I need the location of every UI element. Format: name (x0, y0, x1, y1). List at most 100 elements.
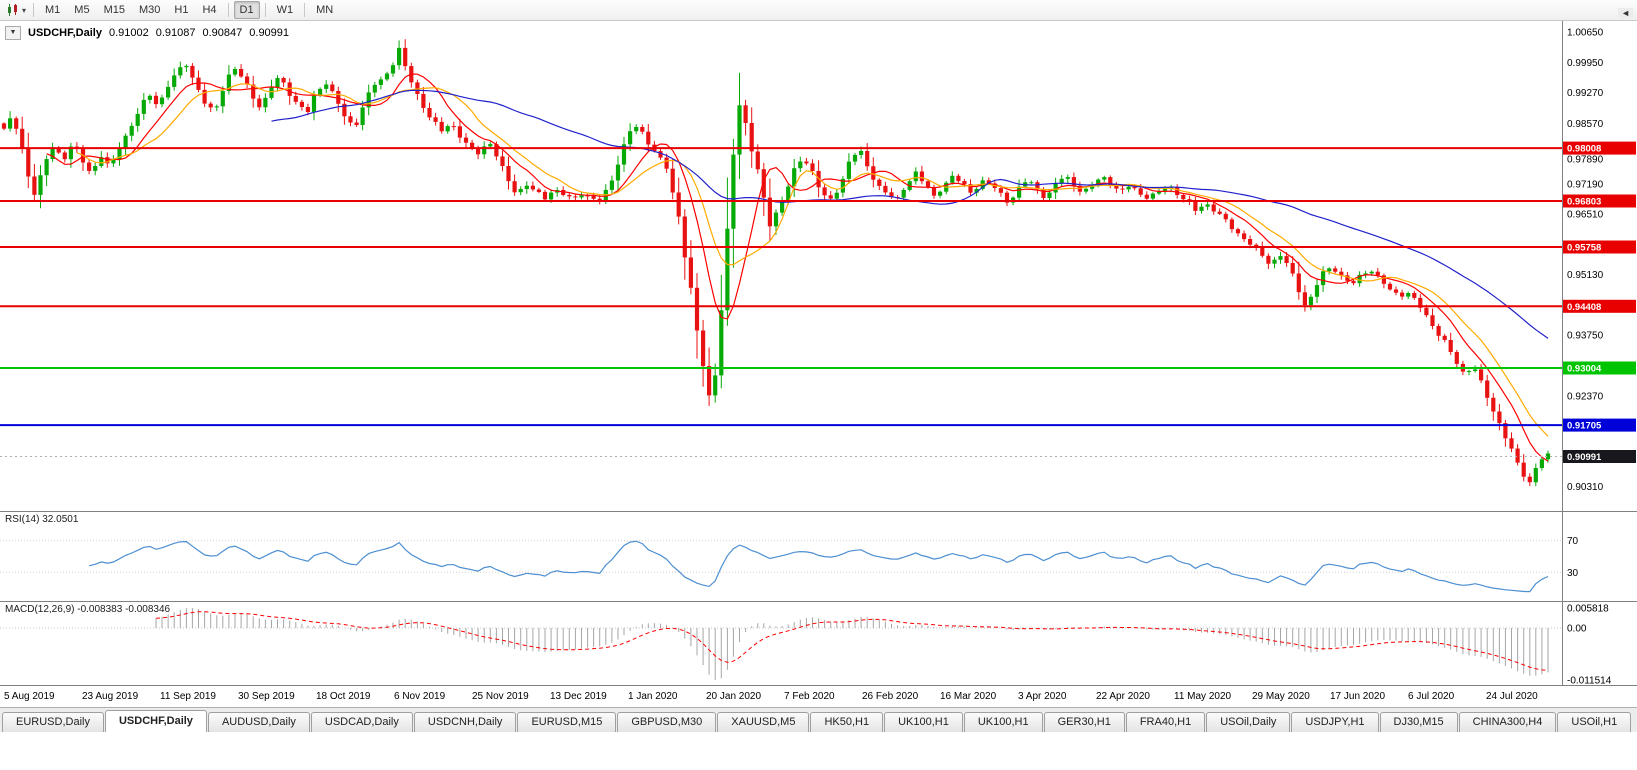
macd-axis-label: 0.005818 (1567, 604, 1609, 615)
timeframe-toolbar: ▾ M1 M5 M15 M30 H1 H4 D1 W1 MN (0, 0, 1637, 21)
price-badge-0.96803 (1563, 194, 1636, 208)
chart-tab-china300-h4[interactable]: CHINA300,H4 (1458, 712, 1557, 732)
chart-type-icon[interactable] (5, 3, 21, 17)
timeframe-button-d1[interactable]: D1 (233, 1, 260, 19)
price-badge-0.90991 (1563, 450, 1636, 463)
price-axis-label: 0.93750 (1567, 331, 1604, 342)
date-label: 13 Dec 2019 (550, 691, 607, 702)
date-label: 30 Sep 2019 (238, 691, 295, 702)
date-label: 26 Feb 2020 (862, 691, 919, 702)
macd-pane-label: MACD(12,26,9) -0.008383 -0.008346 (5, 604, 171, 615)
price-axis-label: 0.98570 (1567, 119, 1604, 130)
candlestick-series (1, 39, 1551, 487)
price-badge-0.91705 (1563, 418, 1636, 432)
price-axis-label: 0.99950 (1567, 58, 1604, 69)
price-axis-label: 0.96510 (1567, 209, 1604, 220)
toolbar-separator (33, 3, 35, 17)
chart-tab-usdchf-daily[interactable]: USDCHF,Daily (104, 710, 207, 732)
toolbar-separator (304, 3, 306, 17)
timeframe-button-m30[interactable]: M30 (138, 4, 161, 16)
date-label: 5 Aug 2019 (4, 691, 55, 702)
time-axis[interactable]: 5 Aug 2019 23 Aug 2019 11 Sep 2019 30 Sep 2… (0, 686, 1562, 707)
chart-tab-fra40-h1[interactable]: FRA40,H1 (1125, 712, 1206, 732)
date-label: 11 Sep 2019 (160, 691, 216, 702)
date-label: 23 Aug 2019 (82, 691, 139, 702)
chart-tab-ger30-h1[interactable]: GER30,H1 (1043, 712, 1125, 732)
chart-tab-usoil-daily[interactable]: USOil,Daily (1206, 712, 1291, 732)
chart-title: USDCHF,Daily (28, 27, 102, 39)
chart-tab-usoil-h1[interactable]: USOil,H1 (1557, 712, 1632, 732)
chart-tab-eurusd-daily[interactable]: EURUSD,Daily (2, 712, 104, 732)
macd-axis-label: 0.00 (1567, 624, 1587, 635)
tab-scroll-left-icon[interactable]: ◄ (1618, 8, 1633, 18)
chart-tab-xauusd-m5[interactable]: XAUUSD,M5 (717, 712, 810, 732)
price-badge-text: 0.90991 (1567, 452, 1602, 463)
date-label: 22 Apr 2020 (1096, 691, 1150, 702)
chart-header: ▼ USDCHF,Daily 0.91002 0.91087 0.90847 0… (5, 26, 289, 40)
timeframe-button-w1[interactable]: W1 (276, 4, 294, 16)
chart-tab-hk50-h1[interactable]: HK50,H1 (810, 712, 884, 732)
price-axis-label: 0.97190 (1567, 180, 1604, 191)
chart-tab-usdcnh-daily[interactable]: USDCNH,Daily (413, 712, 517, 732)
chart-tab-usdcad-daily[interactable]: USDCAD,Daily (310, 712, 413, 732)
price-axis-label: 0.97890 (1567, 155, 1604, 166)
chart-tab-dj30-m15[interactable]: DJ30,M15 (1379, 712, 1458, 732)
price-axis-label: 1.00650 (1567, 28, 1604, 39)
price-axis-label: 0.92370 (1567, 391, 1604, 402)
chart-tab-gbpusd-m30[interactable]: GBPUSD,M30 (617, 712, 717, 732)
price-axis-label: 0.99270 (1567, 88, 1604, 99)
toolbar-separator (227, 3, 229, 17)
price-axis[interactable]: 1.00650 0.99950 0.99270 0.98570 0.97890 0.971… (1567, 28, 1604, 493)
macd-signal-line (155, 611, 1549, 671)
candlestick-glyph (8, 3, 17, 16)
ma-line-13 (76, 83, 1549, 437)
tab-strip: EURUSD,Daily USDCHF,Daily AUDUSD,Daily USDC… (2, 710, 1632, 732)
timeframe-button-h1[interactable]: H1 (174, 4, 189, 16)
date-label: 24 Jul 2020 (1486, 691, 1538, 702)
date-label: 25 Nov 2019 (472, 691, 529, 702)
date-label: 7 Feb 2020 (784, 691, 835, 702)
rsi-axis-label: 30 (1567, 568, 1579, 579)
price-badge-text: 0.96803 (1567, 197, 1601, 208)
timeframe-button-mn[interactable]: MN (316, 4, 334, 16)
price-badge-text: 0.93004 (1567, 364, 1602, 375)
date-label: 3 Apr 2020 (1018, 691, 1067, 702)
chart-tab-uk100-h1[interactable]: UK100,H1 (963, 712, 1043, 732)
price-badge-0.95758 (1563, 240, 1636, 254)
price-badge-text: 0.91705 (1567, 421, 1602, 432)
timeframe-button-h4[interactable]: H4 (202, 4, 217, 16)
date-label: 6 Nov 2019 (394, 691, 446, 702)
price-badge-0.93004 (1563, 361, 1636, 375)
timeframe-button-m5[interactable]: M5 (74, 4, 90, 16)
date-label: 16 Mar 2020 (940, 691, 997, 702)
chart-type-dropdown-caret-icon[interactable]: ▾ (22, 5, 27, 15)
ma-line-45 (271, 89, 1549, 339)
macd-axis-label: -0.011514 (1567, 676, 1612, 687)
support-resistance-lines (0, 147, 1562, 427)
collapse-chart-icon[interactable]: ▼ (5, 26, 21, 40)
chart-tab-uk100-h1[interactable]: UK100,H1 (884, 712, 963, 732)
macd-pane: 0.005818 0.00 -0.011514 (0, 604, 1612, 687)
rsi-line (88, 540, 1549, 593)
rsi-pane: 70 30 (0, 536, 1579, 593)
chart-canvas[interactable]: 0.98008 0.96803 0.95758 0.94408 0.93004 0.917… (0, 21, 1637, 686)
ohlc-high: 0.91087 (155, 27, 196, 39)
ohlc-low: 0.90847 (202, 27, 243, 39)
chart-tab-audusd-daily[interactable]: AUDUSD,Daily (207, 712, 310, 732)
ohlc-open: 0.91002 (108, 27, 149, 39)
price-axis-label: 0.95130 (1567, 270, 1604, 281)
price-badge-0.94408 (1563, 299, 1636, 313)
ohlc-close: 0.90991 (249, 27, 290, 39)
rsi-axis-label: 70 (1567, 536, 1579, 547)
chart-tab-usdjpy-h1[interactable]: USDJPY,H1 (1291, 712, 1379, 732)
timeframe-button-m15[interactable]: M15 (103, 4, 125, 16)
date-label: 6 Jul 2020 (1408, 691, 1455, 702)
timeframe-button-m1[interactable]: M1 (45, 4, 61, 16)
rsi-pane-label: RSI(14) 32.0501 (5, 514, 79, 525)
date-label: 17 Jun 2020 (1330, 691, 1386, 702)
chart-tab-bar: EURUSD,Daily USDCHF,Daily AUDUSD,Daily USDC… (0, 707, 1637, 732)
date-label: 20 Jan 2020 (706, 691, 762, 702)
price-badge-text: 0.95758 (1567, 243, 1601, 254)
chart-tab-eurusd-m15[interactable]: EURUSD,M15 (517, 712, 617, 732)
